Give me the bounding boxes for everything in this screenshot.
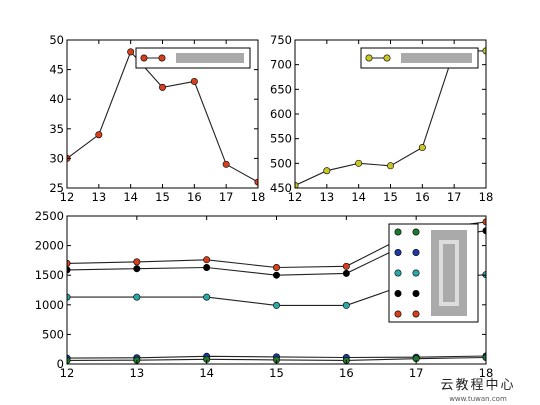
data-point xyxy=(133,293,141,301)
x-tick-label: 17 xyxy=(219,190,234,204)
x-tick-label: 15 xyxy=(155,190,170,204)
data-point xyxy=(272,264,280,272)
legend-marker xyxy=(394,310,402,318)
legend-marker xyxy=(365,54,373,62)
data-point xyxy=(203,256,211,264)
y-tick-label: 1500 xyxy=(35,268,64,282)
legend-marker xyxy=(412,228,420,236)
x-tick-label: 17 xyxy=(409,366,424,380)
data-point xyxy=(222,160,230,168)
chart-2: 12 13 14 15 16 17 18 450 500 550 600 650 700 750 xyxy=(270,33,493,204)
data-point xyxy=(159,83,167,91)
legend-marker xyxy=(412,289,420,297)
watermark-title: 云教程中心 xyxy=(440,377,515,393)
chart-3: 12 13 14 15 16 17 18 0 500 1000 1500 2000 2500 xyxy=(35,209,494,380)
x-tick-label: 16 xyxy=(339,366,354,380)
data-point xyxy=(272,301,280,309)
y-tick-label: 2000 xyxy=(35,239,64,253)
x-tick-label: 18 xyxy=(479,366,494,380)
y-tick-label: 45 xyxy=(49,63,64,77)
plot-area xyxy=(67,48,258,186)
y-tick-label: 25 xyxy=(49,181,64,195)
legend-label-redacted xyxy=(176,53,244,63)
x-tick-label: 16 xyxy=(187,190,202,204)
legend-marker xyxy=(383,54,391,62)
legend-marker xyxy=(394,269,402,277)
x-tick-label: 18 xyxy=(479,190,494,204)
data-point xyxy=(254,178,258,186)
legend-marker xyxy=(412,269,420,277)
legend-marker xyxy=(394,249,402,257)
data-point xyxy=(67,293,71,301)
x-tick-label: 15 xyxy=(269,366,284,380)
y-tick-label: 500 xyxy=(42,327,64,341)
y-tick-label: 450 xyxy=(270,181,292,195)
data-point xyxy=(133,258,141,266)
data-point xyxy=(342,262,350,270)
x-tick-label: 13 xyxy=(130,366,145,380)
plot-area xyxy=(295,47,486,188)
data-point xyxy=(323,167,331,175)
legend-marker xyxy=(140,54,148,62)
y-tick-label: 650 xyxy=(270,82,292,96)
x-tick-label: 18 xyxy=(251,190,266,204)
legend xyxy=(388,223,479,323)
data-point xyxy=(418,144,426,152)
y-tick-label: 600 xyxy=(270,107,292,121)
y-tick-label: 500 xyxy=(270,156,292,170)
data-point xyxy=(386,162,394,170)
x-tick-label: 12 xyxy=(60,366,75,380)
legend-label-redacted xyxy=(401,53,472,63)
legend-marker xyxy=(394,289,402,297)
data-point xyxy=(67,356,71,364)
data-point xyxy=(203,264,211,272)
x-tick-label: 16 xyxy=(415,190,430,204)
y-tick-label: 550 xyxy=(270,132,292,146)
y-tick-label: 750 xyxy=(270,33,292,47)
watermark-logo: 云教程中心 www.tuwan.com xyxy=(440,377,515,403)
y-tick-label: 30 xyxy=(49,151,64,165)
data-point xyxy=(295,182,299,188)
x-tick-label: 15 xyxy=(383,190,398,204)
data-point xyxy=(67,266,71,274)
y-tick-label: 2500 xyxy=(35,209,64,223)
y-tick-label: 35 xyxy=(49,122,64,136)
data-point xyxy=(133,265,141,273)
x-tick-label: 12 xyxy=(60,190,75,204)
legend xyxy=(135,47,251,69)
data-point xyxy=(355,159,363,167)
y-tick-label: 40 xyxy=(49,92,64,106)
chart-1: 12 13 14 15 16 17 18 25 30 35 40 45 50 xyxy=(49,33,265,204)
data-point xyxy=(67,259,71,267)
data-point xyxy=(342,269,350,277)
data-point xyxy=(272,271,280,279)
legend-marker xyxy=(158,54,166,62)
legend-marker xyxy=(412,249,420,257)
legend-marker xyxy=(394,228,402,236)
y-tick-label: 0 xyxy=(57,357,64,371)
y-tick-label: 1000 xyxy=(35,298,64,312)
x-tick-label: 12 xyxy=(288,190,303,204)
watermark-subtitle: www.tuwan.com xyxy=(449,395,507,403)
data-point xyxy=(203,293,211,301)
y-tick-label: 700 xyxy=(270,58,292,72)
data-point xyxy=(95,131,103,139)
data-point xyxy=(127,48,135,56)
x-tick-label: 14 xyxy=(351,190,366,204)
series-line-1 xyxy=(67,50,258,183)
x-tick-label: 13 xyxy=(320,190,335,204)
x-tick-label: 17 xyxy=(447,190,462,204)
data-point xyxy=(342,301,350,309)
x-tick-label: 13 xyxy=(92,190,107,204)
legend-marker xyxy=(412,310,420,318)
x-tick-label: 14 xyxy=(199,366,214,380)
y-tick-label: 50 xyxy=(49,33,64,47)
data-point xyxy=(190,77,198,85)
legend xyxy=(360,47,479,69)
x-tick-label: 14 xyxy=(123,190,138,204)
